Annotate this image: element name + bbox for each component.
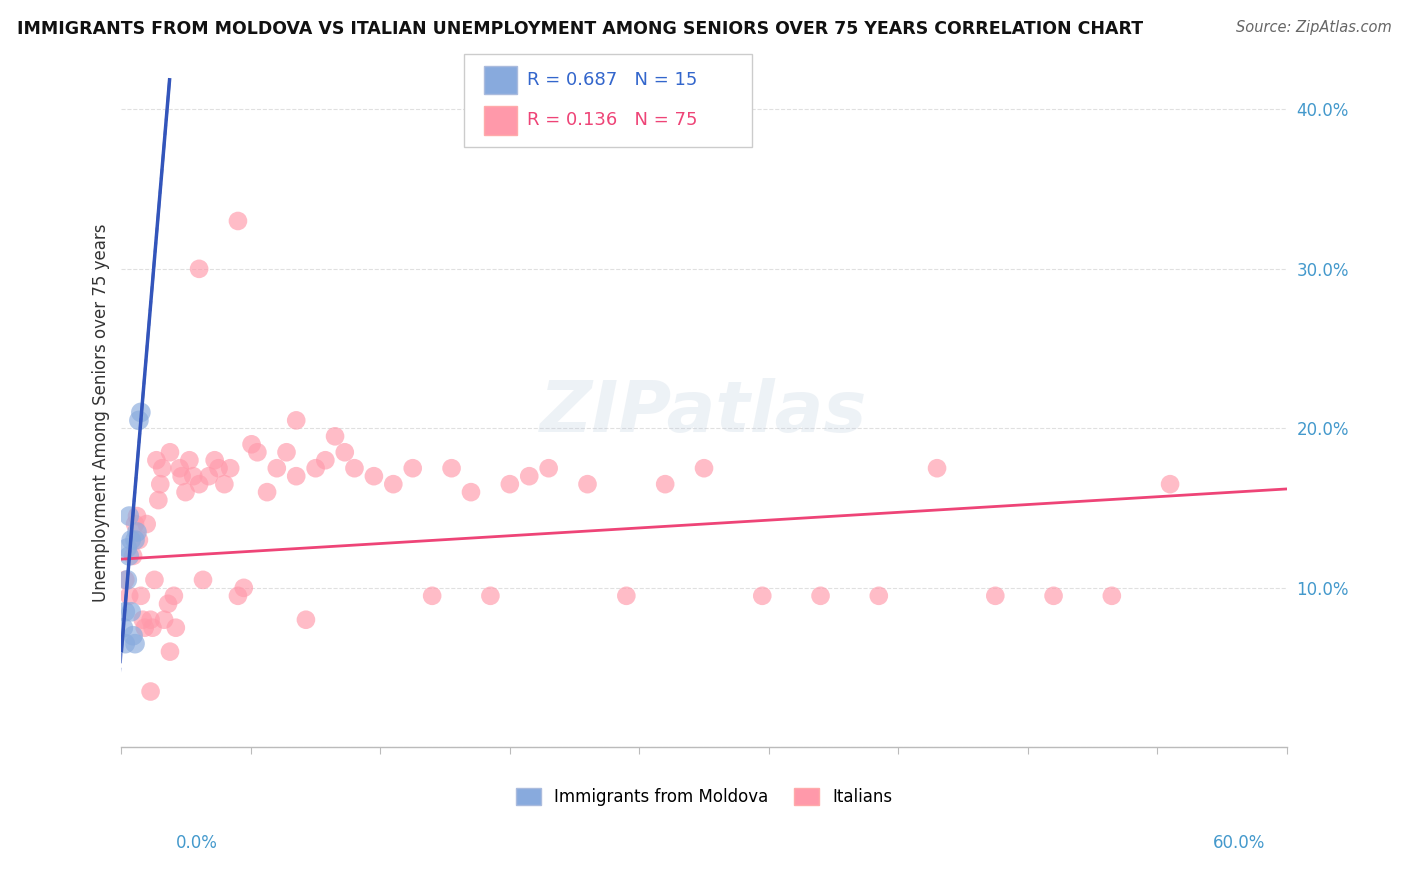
Point — [125, 509, 148, 524]
Point — [285, 413, 308, 427]
Point — [314, 453, 336, 467]
Point — [420, 589, 443, 603]
Point — [149, 477, 172, 491]
Text: Source: ZipAtlas.com: Source: ZipAtlas.com — [1236, 20, 1392, 35]
Point — [145, 453, 167, 467]
Point — [266, 461, 288, 475]
Point — [129, 589, 152, 603]
Point — [169, 461, 191, 475]
Text: IMMIGRANTS FROM MOLDOVA VS ITALIAN UNEMPLOYMENT AMONG SENIORS OVER 75 YEARS CORR: IMMIGRANTS FROM MOLDOVA VS ITALIAN UNEMP… — [17, 20, 1143, 37]
Point — [304, 461, 326, 475]
Point — [148, 493, 170, 508]
Point — [204, 453, 226, 467]
Point — [153, 613, 176, 627]
Point — [188, 477, 211, 491]
Text: 60.0%: 60.0% — [1213, 834, 1265, 852]
Point — [122, 629, 145, 643]
Point — [159, 445, 181, 459]
Text: 0.0%: 0.0% — [176, 834, 218, 852]
Point — [295, 613, 318, 627]
Point — [139, 613, 162, 627]
Point — [117, 573, 139, 587]
Point — [124, 516, 146, 531]
Point — [114, 573, 136, 587]
Text: R = 0.687   N = 15: R = 0.687 N = 15 — [527, 70, 697, 89]
Point — [157, 597, 180, 611]
Point — [517, 469, 540, 483]
Point — [118, 509, 141, 524]
Point — [614, 589, 637, 603]
Point — [114, 605, 136, 619]
Point — [285, 469, 308, 483]
Point — [135, 516, 157, 531]
Point — [150, 461, 173, 475]
Point — [117, 541, 139, 555]
Point — [139, 684, 162, 698]
Point — [143, 573, 166, 587]
Point — [402, 461, 425, 475]
Point — [323, 429, 346, 443]
Point — [118, 549, 141, 563]
Point — [114, 637, 136, 651]
Point — [751, 589, 773, 603]
Point — [174, 485, 197, 500]
Point — [129, 405, 152, 419]
Point — [1101, 589, 1123, 603]
Point — [246, 445, 269, 459]
Point — [810, 589, 832, 603]
Point — [984, 589, 1007, 603]
Point — [207, 461, 229, 475]
Y-axis label: Unemployment Among Seniors over 75 years: Unemployment Among Seniors over 75 years — [93, 223, 110, 601]
Point — [120, 533, 142, 547]
Text: ZIPatlas: ZIPatlas — [540, 378, 868, 447]
Point — [132, 613, 155, 627]
Point — [537, 461, 560, 475]
Text: R = 0.136   N = 75: R = 0.136 N = 75 — [527, 112, 697, 129]
Point — [868, 589, 890, 603]
Point — [188, 261, 211, 276]
Point — [232, 581, 254, 595]
Point — [925, 461, 948, 475]
Point — [122, 549, 145, 563]
Point — [163, 589, 186, 603]
Point — [1042, 589, 1064, 603]
Point — [112, 621, 135, 635]
Point — [276, 445, 298, 459]
Point — [226, 589, 249, 603]
Point — [479, 589, 502, 603]
Point — [226, 214, 249, 228]
Point — [191, 573, 214, 587]
Point — [363, 469, 385, 483]
Point — [214, 477, 236, 491]
Point — [198, 469, 221, 483]
Point — [125, 524, 148, 539]
Point — [128, 413, 150, 427]
Point — [170, 469, 193, 483]
Point — [240, 437, 263, 451]
Point — [256, 485, 278, 500]
Point — [159, 645, 181, 659]
Point — [343, 461, 366, 475]
Point — [124, 533, 146, 547]
Point — [382, 477, 405, 491]
Point — [219, 461, 242, 475]
Point — [1159, 477, 1181, 491]
Point — [576, 477, 599, 491]
Legend: Immigrants from Moldova, Italians: Immigrants from Moldova, Italians — [509, 781, 898, 813]
Point — [333, 445, 356, 459]
Point — [181, 469, 204, 483]
Point — [654, 477, 676, 491]
Point — [128, 533, 150, 547]
Point — [440, 461, 463, 475]
Point — [120, 605, 142, 619]
Point — [165, 621, 187, 635]
Point — [179, 453, 201, 467]
Point — [118, 589, 141, 603]
Point — [460, 485, 482, 500]
Point — [499, 477, 522, 491]
Point — [134, 621, 156, 635]
Point — [693, 461, 716, 475]
Point — [141, 621, 163, 635]
Point — [124, 637, 146, 651]
